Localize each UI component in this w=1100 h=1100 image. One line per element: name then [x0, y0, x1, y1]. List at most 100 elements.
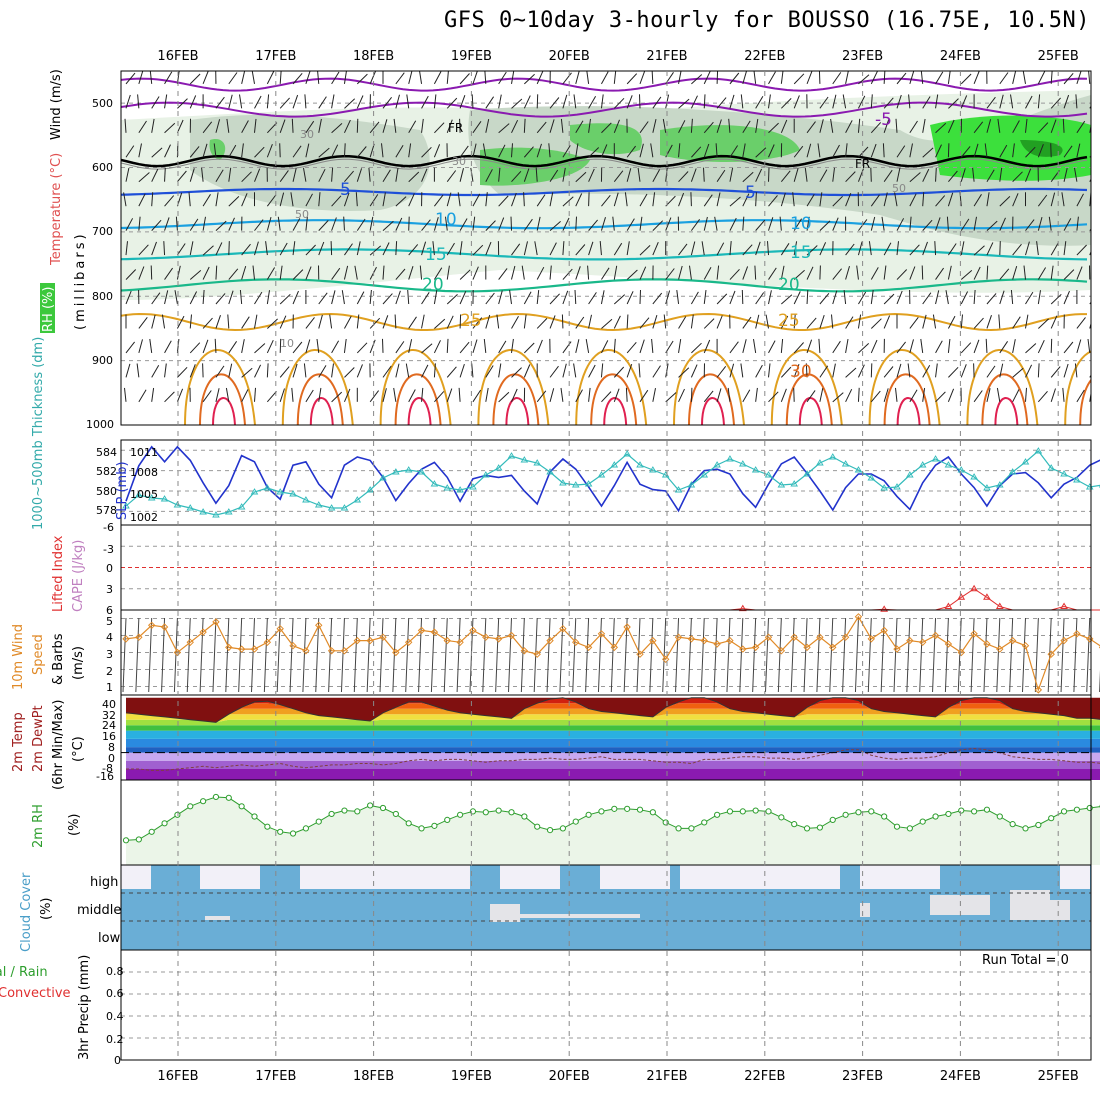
wind-barb	[819, 314, 825, 329]
wind10m-barb	[430, 617, 435, 693]
wind-barb	[174, 290, 178, 305]
cloud-high-clear	[1060, 865, 1090, 889]
wind-barb	[819, 96, 829, 109]
wind-barb	[858, 74, 870, 85]
thickness-point	[957, 466, 966, 473]
wind10m-barb	[572, 617, 577, 693]
rh2m-point	[264, 823, 271, 830]
contour-30-loop	[296, 373, 344, 425]
thickness-point	[199, 508, 207, 515]
rh2m-point	[971, 808, 978, 815]
rh2m-point	[341, 807, 348, 814]
wind-barb	[303, 363, 307, 378]
wind-barb	[549, 315, 556, 329]
wind-barb	[573, 363, 577, 378]
wind10m-barb	[983, 617, 988, 693]
rh-shade-green-4	[209, 139, 226, 160]
wind-barb	[523, 95, 531, 109]
wind-barb	[753, 71, 757, 84]
wind-barb	[331, 391, 343, 403]
wind-barb	[845, 265, 850, 280]
wind-barb	[716, 169, 726, 182]
wind-barb	[986, 119, 992, 133]
wind-barb	[729, 268, 740, 280]
wind-barb	[973, 71, 980, 85]
wind-barb	[729, 94, 735, 109]
wind10m-point	[1034, 686, 1043, 694]
wind-barb	[907, 363, 911, 378]
rh2m-point	[906, 825, 913, 832]
wind-barb	[639, 94, 641, 109]
wind-barb	[536, 121, 547, 134]
wind-barb	[177, 98, 188, 109]
wind-barb	[729, 145, 739, 158]
wind-barb	[960, 218, 970, 231]
wind-barb	[690, 291, 699, 305]
wind10m-point	[1008, 636, 1017, 645]
cloud-high-clear	[540, 865, 560, 889]
wind-barb	[691, 342, 702, 354]
wind-barb	[1050, 338, 1053, 353]
thickness-point	[507, 452, 516, 459]
wind-barb	[1012, 171, 1023, 183]
wind-barb	[755, 192, 757, 207]
wind10m-barb	[1073, 617, 1078, 693]
wind-barb	[650, 143, 654, 158]
wind-barb	[960, 95, 968, 109]
wind-barb	[883, 366, 894, 378]
cloud-middle-clear	[520, 914, 640, 918]
wind-barb	[1012, 243, 1022, 256]
wind10m-barb	[328, 617, 333, 693]
wind-barb	[601, 122, 612, 134]
wind-barb	[382, 338, 384, 353]
wind-barb	[780, 98, 792, 109]
thickness-tick-580: 580	[96, 485, 117, 498]
wind-barb	[626, 314, 629, 329]
wind-barb	[742, 143, 746, 158]
wind-barb	[408, 389, 416, 403]
contour-label: 30	[452, 155, 466, 168]
wind10m-point	[739, 645, 747, 653]
thickness-point	[225, 508, 233, 515]
wind-barb	[511, 170, 522, 183]
wind10m-point	[237, 645, 246, 653]
wind-barb	[511, 71, 515, 84]
wind10m-barb	[546, 617, 551, 693]
wind-barb	[459, 73, 470, 85]
wind-barb	[485, 314, 491, 329]
wind-barb	[189, 270, 202, 280]
contour-35-loop	[603, 397, 628, 425]
wind-barb	[202, 390, 212, 403]
precip-tick-0: 0	[114, 1054, 121, 1067]
wind-barb	[690, 95, 698, 109]
wind-barb	[292, 218, 301, 231]
wind-barb	[202, 143, 208, 158]
wind-barb	[419, 71, 423, 84]
contour-35-loop	[407, 397, 432, 425]
wind-barb	[883, 192, 888, 207]
wind-barb	[239, 94, 243, 109]
wind-barb	[151, 364, 160, 378]
wind-barb	[819, 387, 824, 402]
wind-barb	[459, 290, 467, 305]
wind-barb	[549, 192, 554, 207]
contour-label: 10	[280, 337, 294, 350]
wind-barb	[703, 290, 707, 305]
wind-barb	[138, 143, 142, 158]
thickness-point	[250, 488, 259, 495]
wind-barb	[498, 71, 507, 85]
temp-tick-32: 32	[102, 709, 116, 722]
cloud-high-clear	[500, 865, 540, 889]
wind-barb	[485, 365, 494, 378]
wind-barb	[279, 119, 286, 133]
wind-barb	[856, 265, 859, 280]
wind-barb	[832, 363, 836, 378]
contour-30-loop	[981, 373, 1029, 425]
wind-barb	[690, 168, 697, 182]
wind-barb	[1025, 146, 1036, 158]
thickness-tick-584: 584	[96, 446, 117, 459]
wind10m-barb	[623, 617, 628, 693]
wind-barb	[960, 73, 972, 85]
wind-barb	[586, 71, 590, 84]
wind-barb	[793, 291, 801, 305]
